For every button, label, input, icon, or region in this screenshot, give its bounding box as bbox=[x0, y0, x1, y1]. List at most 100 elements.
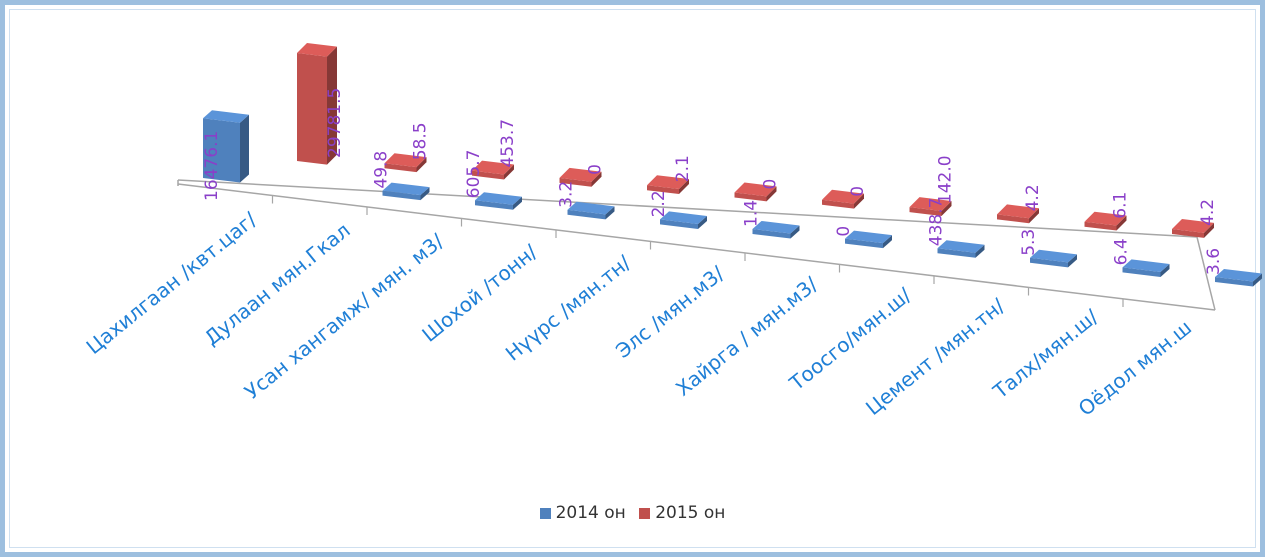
bar-2015-0-front bbox=[297, 53, 327, 165]
bar-2014-7-front bbox=[937, 248, 976, 258]
bar-2014-9-side bbox=[1160, 263, 1170, 277]
bar-2014-3-side bbox=[605, 206, 615, 220]
value-label-2015-9: 6.1 bbox=[1111, 192, 1131, 219]
bar-2014-6-front bbox=[845, 238, 883, 249]
bar-2014-0-front bbox=[203, 118, 240, 183]
bar-2015-1 bbox=[384, 153, 427, 173]
value-label-2014-9: 6.4 bbox=[1112, 238, 1132, 265]
category-ticks bbox=[271, 195, 1124, 307]
bar-2015-6-side bbox=[854, 193, 864, 209]
bar-2014-9 bbox=[1122, 259, 1170, 277]
value-label-2014-4: 2.2 bbox=[649, 190, 669, 217]
bar-2015-6 bbox=[822, 189, 864, 209]
bar-2014-4-front bbox=[660, 219, 698, 229]
bar-2014-6-top bbox=[845, 230, 892, 244]
legend-label-2014: 2014 он bbox=[555, 503, 626, 523]
bar-2015-5-top bbox=[734, 182, 777, 197]
bar-2015-10-top bbox=[1172, 219, 1214, 233]
bar-2015-3-side bbox=[591, 171, 602, 187]
bar-2014-3-front bbox=[567, 209, 606, 220]
chart-legend: 2014 он 2015 он bbox=[0, 503, 1265, 524]
value-label-2015-10: 4.2 bbox=[1198, 199, 1218, 226]
value-label-2015-2: 453.7 bbox=[498, 119, 518, 168]
bar-2015-5-side bbox=[766, 186, 777, 202]
bar-2015-2 bbox=[472, 160, 514, 180]
bar-2015-5-front bbox=[734, 192, 767, 202]
bar-2015-0-top bbox=[297, 43, 337, 57]
bar-2015-1-front bbox=[384, 163, 417, 173]
bar-2015-2-top bbox=[472, 160, 514, 175]
bar-2014-2-side bbox=[513, 196, 522, 210]
bar-2014-10-front bbox=[1215, 277, 1253, 287]
bar-2014-5-top bbox=[752, 221, 800, 234]
floor-right-edge bbox=[1196, 236, 1216, 311]
legend-item-2014: 2014 он bbox=[539, 503, 626, 523]
bar-2015-1-side bbox=[416, 157, 427, 173]
value-label-2014-7: 438.7 bbox=[927, 198, 947, 247]
bar-2014-5 bbox=[752, 221, 800, 239]
bar-2014-8-front bbox=[1030, 257, 1068, 268]
bar-2014-3-top bbox=[567, 201, 615, 215]
bar-2015-4 bbox=[647, 175, 689, 195]
legend-item-2015: 2015 он bbox=[639, 503, 725, 523]
bar-2014-2-front bbox=[475, 200, 513, 210]
value-label-2015-7: 142.0 bbox=[936, 155, 956, 204]
value-label-2015-3: 0 bbox=[586, 164, 606, 175]
value-label-2014-2: 605.7 bbox=[464, 150, 484, 199]
bar-2015-3-top bbox=[559, 167, 602, 182]
bar-2015-0 bbox=[297, 43, 337, 165]
bar-2014-4-side bbox=[698, 215, 707, 229]
bar-2014-2-top bbox=[475, 192, 522, 205]
value-label-2015-1: 58.5 bbox=[411, 122, 431, 160]
bar-2014-0-top bbox=[203, 110, 249, 123]
value-label-2015-8: 4.2 bbox=[1023, 184, 1043, 211]
bar-2014-6-side bbox=[883, 235, 892, 249]
category-label-9: Талх/мян.ш/ bbox=[988, 304, 1103, 404]
value-label-2014-10: 3.6 bbox=[1204, 248, 1224, 275]
legend-label-2015: 2015 он bbox=[655, 503, 726, 523]
value-label-2014-0: 16476.1 bbox=[202, 131, 222, 201]
bar-2014-1-top bbox=[382, 182, 430, 196]
bar-2015-7-side bbox=[941, 200, 952, 216]
bar-2015-3 bbox=[559, 167, 602, 187]
value-label-2015-4: 2.1 bbox=[673, 155, 693, 182]
bar-2015-2-front bbox=[472, 170, 504, 180]
legend-swatch-2015 bbox=[639, 507, 651, 519]
bar-2015-6-top bbox=[822, 189, 864, 204]
bar-2014-4-top bbox=[660, 211, 707, 224]
value-label-2014-3: 3.2 bbox=[557, 181, 577, 208]
chart-bars bbox=[203, 43, 1262, 287]
legend-swatch-2014 bbox=[539, 507, 551, 519]
bar-2015-5 bbox=[734, 182, 777, 202]
bar-2015-9-front bbox=[1084, 221, 1117, 231]
bar-2015-9-top bbox=[1084, 211, 1127, 226]
bar-2014-8-top bbox=[1030, 249, 1077, 263]
bar-2015-8-side bbox=[1029, 208, 1039, 224]
bar-2014-4 bbox=[660, 211, 707, 229]
bar-2014-7 bbox=[937, 240, 985, 258]
value-label-2014-5: 1.4 bbox=[742, 200, 762, 227]
bar-2015-1-top bbox=[384, 153, 427, 168]
floor-front-edge bbox=[177, 183, 1216, 311]
bar-2014-9-top bbox=[1122, 259, 1170, 272]
bar-2015-0-side bbox=[327, 46, 337, 165]
value-label-2015-5: 0 bbox=[761, 179, 781, 190]
bar-2015-4-top bbox=[647, 175, 689, 190]
bar-2014-10 bbox=[1215, 269, 1262, 287]
bar-2014-10-side bbox=[1253, 273, 1262, 287]
bar-2015-10-front bbox=[1172, 229, 1204, 238]
bar-2015-9 bbox=[1084, 211, 1127, 231]
value-labels: 16476.1 29781.5 49.8 58.5 605.7 453.7 3.2 0 2.22… bbox=[202, 88, 1224, 275]
bar-2015-2-side bbox=[504, 164, 514, 180]
bar-2014-5-front bbox=[752, 229, 791, 239]
bar-2014-2 bbox=[475, 192, 522, 210]
value-label-2014-6: 0 bbox=[834, 226, 854, 237]
bar-2014-7-side bbox=[975, 244, 985, 258]
bar-2015-7 bbox=[909, 197, 952, 216]
bar-2014-9-front bbox=[1122, 267, 1161, 277]
bar-2015-9-side bbox=[1116, 215, 1127, 231]
bar-2015-4-side bbox=[679, 179, 689, 195]
bar-2014-1-side bbox=[420, 187, 430, 201]
bar-2015-7-front bbox=[909, 207, 942, 216]
value-label-2014-8: 5.3 bbox=[1019, 229, 1039, 256]
